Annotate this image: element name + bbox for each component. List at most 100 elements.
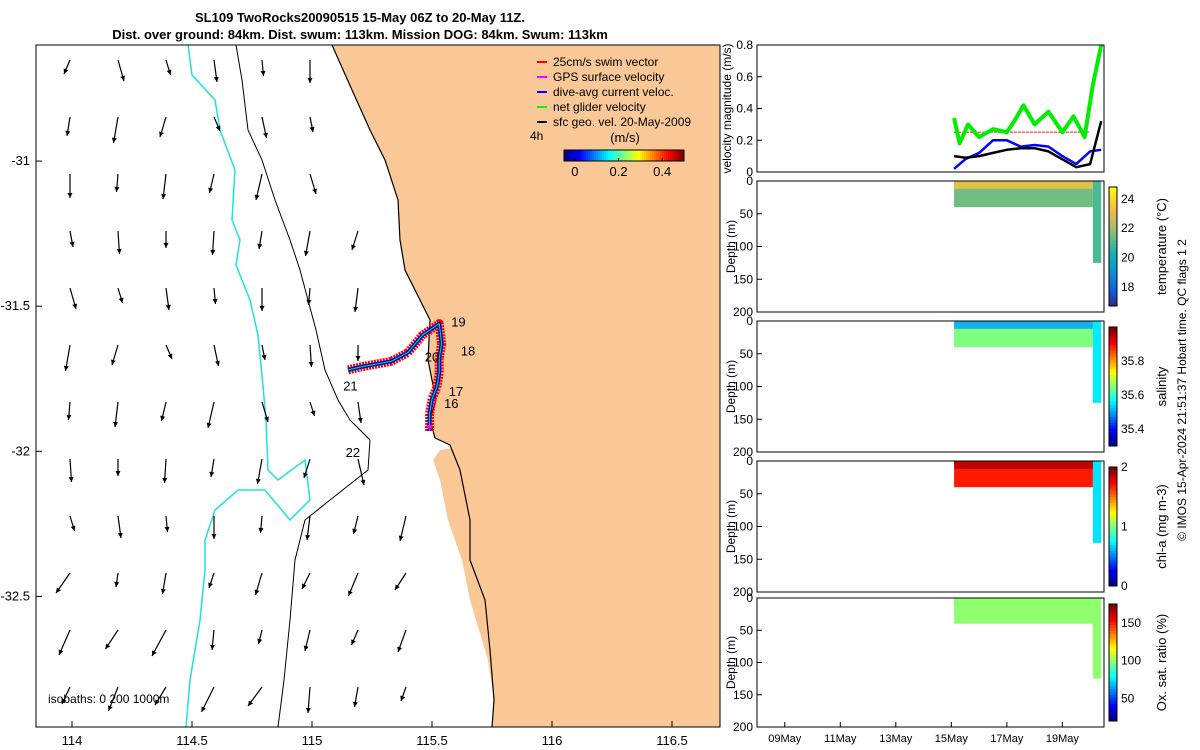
geo-vector-head (163, 243, 169, 248)
section-colorbar-cell (1109, 344, 1117, 349)
section-y-tick-label: 100 (733, 520, 753, 534)
section-colorbar-cell (1109, 668, 1117, 672)
glider-track (346, 319, 447, 431)
colorbar-cell (612, 150, 615, 161)
section-y-tick-label: 200 (733, 445, 753, 459)
geo-vector-head (310, 410, 316, 416)
section-colorbar-cell (1109, 228, 1117, 233)
section-colorbar-cell (1109, 475, 1117, 480)
section-colorbar-cell (1109, 410, 1117, 414)
geo-vector-head (395, 584, 400, 590)
chl-a-panel: 0 50 100 150 200 Depth (m) 0 1 2 chl-a (mg m-3) (724, 454, 1169, 599)
section-colorbar-cell (1109, 213, 1117, 218)
section-colorbar-cell (1109, 240, 1117, 245)
colorbar-cell (654, 150, 657, 161)
map-y-tick-label: -31 (11, 153, 30, 168)
section-colorbar-cell (1109, 404, 1117, 408)
section-colorbar-cell (1109, 484, 1117, 489)
colorbar-cell (616, 150, 619, 161)
colorbar-cell (666, 150, 669, 161)
section-colorbar-cell (1109, 276, 1117, 280)
section-y-tick-label: 100 (733, 240, 753, 254)
geo-vector-head (160, 415, 166, 421)
geo-vector-head (209, 471, 215, 477)
section-colorbar-cell (1109, 443, 1117, 447)
chart-title-line1: SL109 TwoRocks20090515 15-May 06Z to 20-… (195, 10, 525, 25)
geo-vector-head (210, 249, 216, 255)
geo-vector-head (160, 588, 166, 594)
section-colorbar-cell (1109, 335, 1117, 340)
section-colorbar-cell (1109, 706, 1117, 710)
colorbar-cell (632, 150, 635, 161)
geo-vector (404, 744, 406, 750)
geo-vector-head (263, 132, 268, 138)
geo-vector-head (166, 69, 172, 75)
isobath-1000m (185, 45, 311, 727)
section-colorbar-cell (1109, 237, 1117, 242)
colorbar-cell (568, 150, 571, 161)
section-colorbar-cell (1109, 380, 1117, 385)
geo-vector-head (255, 478, 261, 484)
time-tick-label: 13May (879, 733, 913, 745)
section-colorbar-cell (1109, 624, 1117, 628)
section-y-tick-label: 200 (733, 720, 753, 734)
section-colorbar-cell (1109, 395, 1117, 399)
colorbar-cell (604, 150, 607, 161)
velocity-y-tick-label: 0.8 (736, 38, 753, 52)
section-colorbar-cell (1109, 688, 1117, 693)
geo-vector-head (212, 298, 218, 304)
colorbar-cell (644, 150, 647, 161)
colorbar-tick-label: 0.4 (653, 164, 671, 179)
colorbar-cell (674, 150, 677, 161)
section-colorbar-cell (1109, 350, 1117, 355)
section-colorbar-cell (1109, 496, 1117, 501)
colorbar-cell (638, 150, 641, 161)
section-colorbar-cell (1109, 327, 1117, 331)
geo-vector-head (398, 535, 404, 541)
geo-vector-head (206, 422, 212, 428)
colorbar-cell (608, 150, 611, 161)
section-colorbar-cell (1109, 656, 1117, 661)
geo-vector-head (111, 359, 116, 365)
section-surface-layer (954, 461, 1093, 469)
velocity-series-line (953, 120, 1103, 169)
section-y-tick-label: 0 (746, 591, 753, 605)
geo-vector-head (258, 527, 264, 533)
geo-vector-head (58, 649, 64, 655)
section-colorbar-tick-label: 1 (1121, 520, 1128, 534)
section-colorbar-cell (1109, 700, 1117, 704)
geo-vector-head (309, 126, 315, 132)
section-colorbar-cell (1109, 682, 1117, 687)
sfc-geo-vector-field (55, 59, 455, 750)
geo-vector-head (357, 417, 363, 423)
geo-vector-head (105, 643, 111, 649)
section-colorbar-cell (1109, 243, 1117, 247)
section-y-tick-label: 150 (733, 552, 753, 566)
colorbar-cell (660, 150, 663, 161)
section-colorbar-frame (1108, 326, 1118, 447)
section-y-label: Depth (m) (724, 360, 738, 413)
section-colorbar-cell (1109, 639, 1117, 643)
time-tick-label: 19May (1046, 733, 1080, 745)
geo-vector-head (400, 695, 406, 701)
legend-label: dive-avg current veloc. (553, 85, 674, 99)
section-colorbar-cell (1109, 481, 1117, 486)
geo-vector-head (69, 241, 75, 247)
velocity-series-line (952, 44, 1104, 146)
geo-vector-head (63, 68, 69, 74)
isobath-200m (235, 45, 371, 727)
geo-vector-head (117, 532, 123, 538)
geo-vector (451, 744, 455, 750)
isobath-label: isobaths: 0 200 1000m (48, 692, 169, 706)
geo-vector-head (152, 650, 157, 656)
geo-vector (158, 744, 166, 750)
geo-vector (112, 744, 119, 750)
colorbar-cell (618, 150, 621, 161)
section-colorbar-cell (1109, 659, 1117, 663)
section-colorbar-cell (1109, 472, 1117, 477)
day-label: 19 (451, 315, 465, 330)
map-x-axis: 114 114.5 115 115.5 116 116.5 (62, 721, 688, 748)
section-colorbar-cell (1109, 398, 1117, 402)
geo-vector-head (348, 590, 353, 596)
